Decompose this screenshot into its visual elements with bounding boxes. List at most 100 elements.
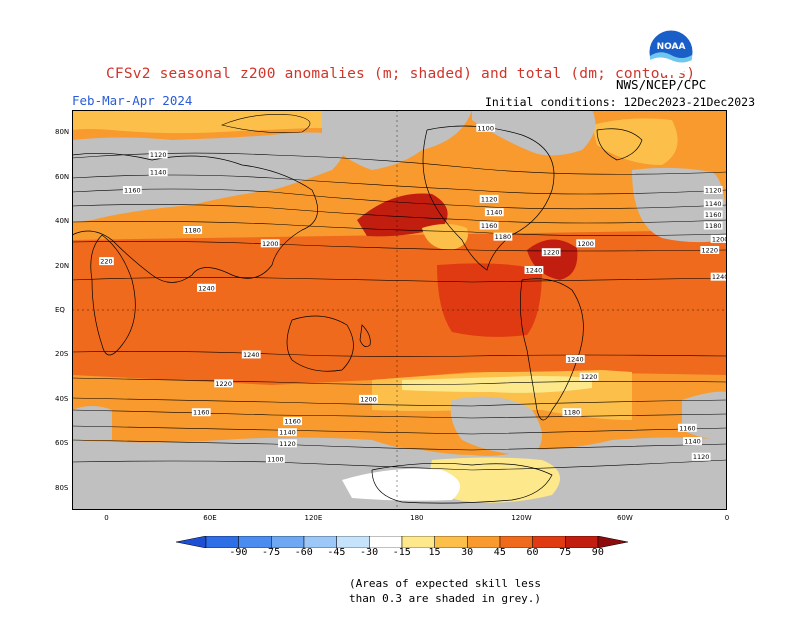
contour-label: 1160 (193, 409, 210, 417)
contour-label-box (265, 454, 285, 463)
map-frame (72, 110, 727, 510)
contour-label: 1240 (526, 267, 543, 275)
contour-label-box (710, 272, 727, 281)
contour-label: 1240 (243, 351, 260, 359)
lat-label: 40N (55, 217, 70, 226)
noaa-logo-icon: NOAA (648, 29, 694, 75)
coastlines (72, 125, 643, 504)
contour-label-box (283, 417, 303, 426)
contour-label-box (99, 257, 114, 266)
contour-label-box (122, 186, 142, 194)
contour-label-box (479, 221, 499, 230)
contour-label-box (191, 408, 211, 417)
contour-label: 1120 (705, 187, 722, 195)
contour-label: 1160 (284, 418, 301, 426)
dark-red-north-pacific (357, 193, 448, 237)
contour-label: 1140 (486, 209, 503, 217)
contour-label: 1180 (564, 409, 581, 417)
skill-note-line2: than 0.3 are shaded in grey.) (349, 592, 542, 605)
lat-label: 80N (55, 128, 70, 137)
lon-label: 120E (304, 514, 323, 522)
contour-label: 1220 (543, 249, 560, 257)
lon-label: 60E (203, 514, 217, 522)
contour-label-box (562, 408, 582, 417)
contour-label-box (183, 226, 203, 234)
forecast-period: Feb-Mar-Apr 2024 (72, 93, 193, 108)
contour-label: 1160 (124, 187, 141, 195)
contour-label-box (703, 186, 723, 194)
colorbar (176, 536, 628, 548)
lon-label: 120W (511, 514, 532, 522)
grey-region-north-america (472, 110, 596, 156)
yellow-patch-pacific (422, 224, 468, 250)
contour-label: 1160 (481, 222, 498, 230)
colorbar-min-arrow (176, 536, 207, 548)
lat-label: 60N (55, 172, 70, 181)
colorbar-tick: -75 (262, 547, 281, 558)
contour-label: 1100 (477, 124, 494, 132)
lat-label: 20N (55, 261, 70, 270)
contour-label: 1180 (495, 233, 512, 241)
contour-label-box (278, 428, 297, 437)
chart-title: CFSv2 seasonal z200 anomalies (m; shaded… (106, 66, 696, 82)
contour-label: 1140 (684, 438, 701, 446)
colorbar-tick: 75 (559, 547, 572, 558)
anomaly-map: 1100 1120 1140 1160 1180 1200 1120 1140 1160 1180… (72, 110, 727, 510)
contour-label-box (683, 437, 702, 446)
colorbar-tick: 90 (591, 547, 604, 558)
contour-label: 1160 (679, 424, 696, 432)
colorbar-tick: -15 (392, 547, 411, 558)
contour-label: 1220 (701, 247, 718, 255)
colorbar-tick: 15 (428, 547, 441, 558)
noaa-logo-text: NOAA (657, 42, 686, 52)
contour-label-box (576, 239, 596, 248)
colorbar-tick: 30 (461, 547, 474, 558)
contour-label: 1200 (712, 235, 727, 243)
lon-label: 60W (616, 514, 633, 522)
contour-label-box (703, 221, 723, 230)
contour-label: 1120 (279, 440, 296, 448)
colorbar-max-arrow (597, 536, 628, 548)
lon-label: 180 (410, 514, 424, 522)
agency-label: NWS/NCEP/CPC (616, 77, 707, 92)
white-patch-antarctic (342, 468, 460, 501)
contour-label-box (579, 372, 599, 381)
contour-label-box (148, 168, 168, 177)
contour-label: 1120 (693, 453, 710, 461)
contour-label-box (214, 379, 234, 388)
contour-label-box (700, 246, 720, 254)
colorbar-tick: -30 (360, 547, 379, 558)
contour-label: 1160 (705, 211, 722, 219)
contour-lines (72, 152, 727, 471)
contour-label-box (493, 232, 513, 241)
contour-label: 1240 (567, 355, 584, 363)
contour-label-box (691, 452, 711, 461)
colorbar-tick: -60 (294, 547, 313, 558)
contour-label: 1220 (581, 373, 598, 381)
colorbar-tick: 60 (526, 547, 539, 558)
contour-label-box (359, 394, 378, 403)
contour-label: 1200 (262, 240, 279, 248)
contour-label: 1140 (279, 429, 296, 437)
contour-label-box (479, 194, 499, 203)
contour-label: 1120 (150, 151, 167, 159)
contour-label-box (197, 283, 216, 292)
contour-label-box (484, 208, 504, 217)
light-yellow-band-south (402, 376, 592, 393)
lat-label: EQ (55, 306, 65, 314)
contour-label: 1200 (577, 240, 594, 248)
contour-label-box (677, 423, 697, 432)
colorbar-tick: -45 (327, 547, 346, 558)
contour-label-box (278, 439, 297, 448)
contour-label-box (476, 123, 496, 132)
contour-label: 1220 (215, 380, 232, 388)
contour-label-box (260, 239, 280, 248)
initial-conditions: Initial conditions: 12Dec2023-21Dec2023 (485, 95, 756, 109)
contour-label: 1120 (481, 195, 498, 203)
lat-label: 80S (55, 483, 69, 492)
grey-region-south-atlantic (682, 391, 727, 440)
contour-label: 1100 (267, 455, 284, 463)
contour-label-box (565, 354, 585, 363)
contour-label: 1240 (198, 284, 215, 292)
lat-label: 20S (55, 350, 69, 359)
